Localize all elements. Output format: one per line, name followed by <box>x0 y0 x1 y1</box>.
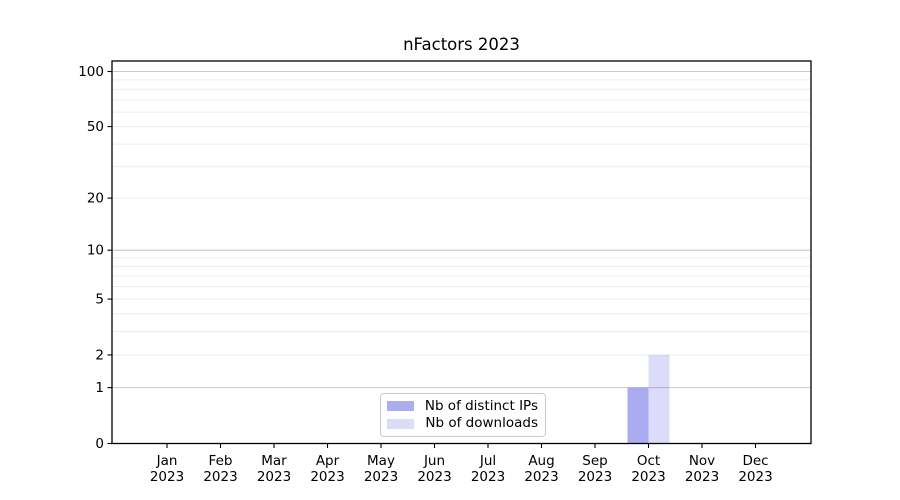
legend-item-distinct-ips: Nb of distinct IPs <box>386 397 538 414</box>
legend-label-distinct-ips: Nb of distinct IPs <box>424 397 538 414</box>
x-tick-label-year: 2023 <box>310 469 344 485</box>
x-tick-label-year: 2023 <box>685 469 719 485</box>
x-tick-label-month: Aug <box>528 453 554 469</box>
x-tick-label-month: Apr <box>316 453 340 469</box>
y-tick-label: 100 <box>78 64 104 80</box>
x-tick-label-month: May <box>367 453 395 469</box>
x-tick-label-month: Jul <box>479 453 496 469</box>
x-tick-label-year: 2023 <box>364 469 398 485</box>
chart-title: nFactors 2023 <box>403 35 520 54</box>
axis-frame <box>111 60 812 445</box>
bar-downloads <box>648 354 670 444</box>
x-tick-label-month: Jan <box>156 453 178 469</box>
x-tick-label-month: Jun <box>423 453 445 469</box>
x-tick-label-year: 2023 <box>631 469 665 485</box>
bar-distinct-ips <box>627 387 649 444</box>
x-tick-label-month: Nov <box>689 453 715 469</box>
y-tick-label: 5 <box>95 292 104 308</box>
x-tick-label-year: 2023 <box>150 469 184 485</box>
x-tick-label-year: 2023 <box>471 469 505 485</box>
x-tick-label-year: 2023 <box>738 469 772 485</box>
y-tick-label: 2 <box>95 347 104 363</box>
legend-item-downloads: Nb of downloads <box>386 414 538 431</box>
legend-label-downloads: Nb of downloads <box>425 414 538 431</box>
y-tick-label: 0 <box>95 436 104 452</box>
x-tick-label-year: 2023 <box>203 469 237 485</box>
y-tick-label: 10 <box>87 243 104 259</box>
x-tick-label-year: 2023 <box>417 469 451 485</box>
x-tick-label-month: Sep <box>582 453 607 469</box>
x-tick-label-year: 2023 <box>524 469 558 485</box>
x-tick-label-year: 2023 <box>257 469 291 485</box>
legend: Nb of distinct IPs Nb of downloads <box>380 393 546 437</box>
x-tick-label-month: Mar <box>261 453 287 469</box>
x-tick-label-year: 2023 <box>578 469 612 485</box>
x-tick-label-month: Oct <box>637 453 660 469</box>
y-tick-label: 20 <box>87 191 104 207</box>
legend-swatch-distinct-ips <box>386 401 414 412</box>
x-tick-label-month: Dec <box>742 453 768 469</box>
y-tick-label: 1 <box>95 380 104 396</box>
y-tick-label: 50 <box>87 119 104 135</box>
x-tick-label-month: Feb <box>209 453 233 469</box>
legend-swatch-downloads <box>387 418 415 429</box>
